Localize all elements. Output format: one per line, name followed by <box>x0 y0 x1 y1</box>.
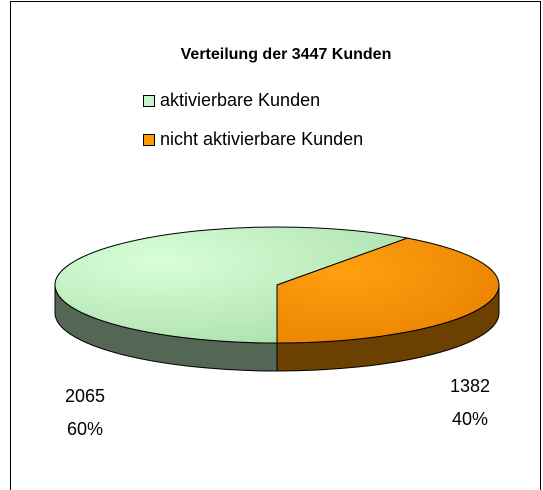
data-label: 60% <box>67 419 103 439</box>
chart-title: Verteilung der 3447 Kunden <box>181 46 392 63</box>
legend-swatch <box>143 134 155 146</box>
data-label: 1382 <box>450 376 490 396</box>
legend-label: nicht aktivierbare Kunden <box>160 129 363 149</box>
legend-swatch <box>143 95 155 107</box>
legend-label: aktivierbare Kunden <box>160 90 320 110</box>
data-label: 40% <box>452 409 488 429</box>
data-label: 2065 <box>65 386 105 406</box>
slice <box>276 237 500 344</box>
slice <box>54 226 410 344</box>
